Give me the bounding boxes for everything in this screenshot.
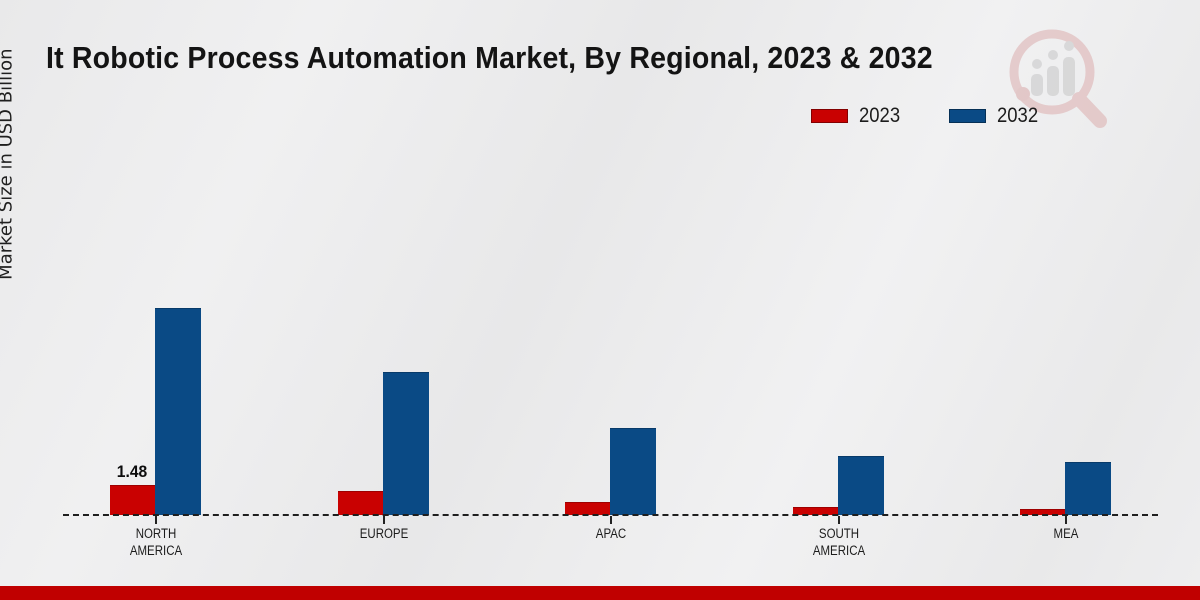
bar-2023-mea bbox=[1020, 508, 1065, 515]
bar-group-mea: MEA bbox=[1020, 140, 1112, 541]
y-axis-label: Market Size in USD Billion bbox=[0, 48, 17, 280]
bar-2023-north-america bbox=[110, 485, 155, 515]
bar-2032-europe bbox=[382, 372, 429, 515]
bar-2032-south-america bbox=[837, 456, 884, 515]
legend-swatch-2023 bbox=[810, 109, 848, 123]
bar-2032-north-america bbox=[155, 308, 201, 515]
category-label-south-america: SOUTH AMERICA bbox=[812, 526, 865, 558]
x-axis-tick-north-america bbox=[155, 516, 157, 524]
x-axis-tick-europe bbox=[382, 516, 385, 524]
x-axis-tick-south-america bbox=[837, 516, 840, 524]
chart-title: It Robotic Process Automation Market, By… bbox=[46, 40, 933, 75]
bar-2023-south-america bbox=[792, 507, 838, 515]
legend-label-2032: 2032 bbox=[997, 104, 1039, 127]
x-axis-tick-mea bbox=[1065, 516, 1067, 524]
plot-area: 1.48 NORTH AMERICA EUROPE APAC SOUTH AMERICA… bbox=[63, 140, 1158, 558]
bar-group-south-america: SOUTH AMERICA bbox=[792, 140, 885, 558]
legend-swatch-2032 bbox=[949, 109, 987, 123]
legend-item-2023: 2023 bbox=[810, 104, 906, 128]
bar-group-north-america: 1.48 NORTH AMERICA bbox=[110, 140, 202, 558]
category-label-apac: APAC bbox=[595, 526, 627, 541]
bar-2032-apac bbox=[610, 428, 656, 515]
legend: 2023 2032 bbox=[810, 104, 1044, 128]
footer-accent-band bbox=[0, 586, 1200, 600]
category-label-mea: MEA bbox=[1053, 526, 1079, 541]
bar-2023-apac bbox=[565, 502, 610, 515]
value-label-2023-north-america: 1.48 bbox=[116, 462, 148, 481]
bar-group-apac: APAC bbox=[565, 140, 657, 541]
bar-group-europe: EUROPE bbox=[337, 140, 430, 541]
bar-2023-europe bbox=[337, 491, 383, 515]
bar-2032-mea bbox=[1065, 462, 1111, 515]
category-label-north-america: NORTH AMERICA bbox=[129, 526, 183, 558]
legend-item-2032: 2032 bbox=[949, 104, 1044, 128]
x-axis-tick-apac bbox=[610, 516, 612, 524]
legend-label-2023: 2023 bbox=[858, 104, 900, 127]
x-axis-dashed-baseline bbox=[63, 514, 1158, 516]
category-label-europe: EUROPE bbox=[359, 526, 408, 541]
magnifier-bar-chart-logo-watermark bbox=[1009, 29, 1107, 128]
